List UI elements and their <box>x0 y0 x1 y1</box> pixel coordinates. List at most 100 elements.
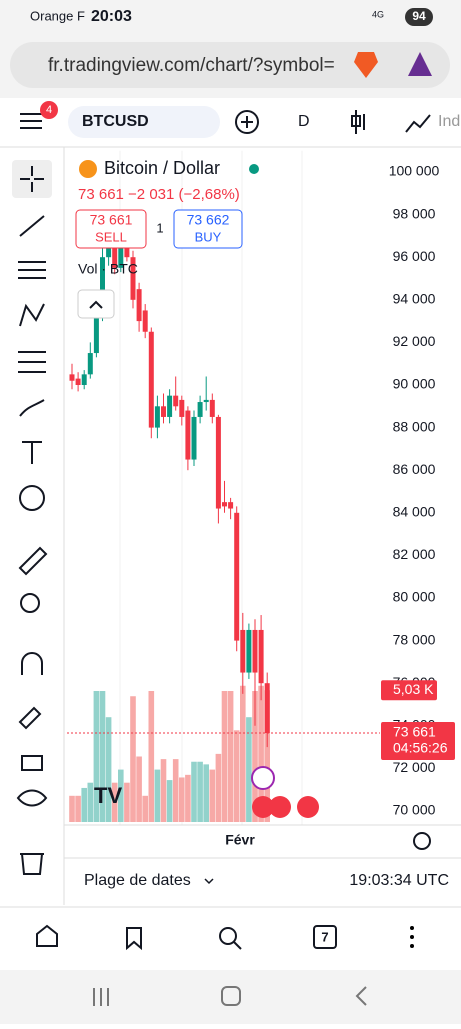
tool-text[interactable] <box>22 441 42 464</box>
sell-button[interactable] <box>75 209 147 249</box>
candle-body <box>246 629 252 673</box>
tool-crosshair[interactable] <box>12 160 52 198</box>
recent-apps[interactable] <box>93 988 109 1006</box>
candle-body <box>142 310 148 332</box>
system-nav <box>0 970 461 1024</box>
price-tag-value: 73 661 <box>393 724 436 740</box>
candle-body <box>136 289 142 322</box>
tool-eye[interactable] <box>16 789 48 807</box>
nav-home[interactable] <box>36 924 58 947</box>
volume-bar <box>166 780 173 822</box>
price-change: 73 661 −2 031 (−2,68%) <box>78 186 240 203</box>
volume-bar <box>258 685 264 822</box>
y-tick-label: 100 000 <box>389 163 440 179</box>
nav-search[interactable] <box>219 927 237 945</box>
brave-icon[interactable] <box>354 52 378 78</box>
settings-icon[interactable] <box>413 832 431 850</box>
y-tick-label: 78 000 <box>393 631 436 647</box>
candle-body <box>258 629 264 684</box>
volume-bar <box>99 691 106 822</box>
buy-label: BUY <box>195 229 222 244</box>
tool-fib[interactable] <box>18 261 46 279</box>
home-button[interactable] <box>221 986 241 1006</box>
candle-body <box>118 240 124 268</box>
x-tick-label: Févr <box>225 832 255 848</box>
url: fr.tradingview.com/chart/?symbol= <box>48 55 335 76</box>
tool-lock[interactable] <box>21 755 43 771</box>
volume-bar <box>246 717 252 822</box>
volume-bar <box>252 691 258 822</box>
candle-body <box>264 683 270 734</box>
candle-body <box>234 512 240 641</box>
tool-zoom[interactable] <box>20 593 40 613</box>
candle-body <box>209 399 215 417</box>
tool-pattern[interactable] <box>19 303 45 327</box>
y-tick-label: 86 000 <box>393 461 436 477</box>
indicators[interactable]: Ind <box>438 113 460 130</box>
candle-body <box>167 395 173 417</box>
volume-bar <box>172 759 179 822</box>
y-tick-label: 88 000 <box>393 418 436 434</box>
sell-label: SELL <box>95 229 127 244</box>
candle-body <box>228 502 234 509</box>
rewards-icon[interactable] <box>408 52 432 76</box>
tool-emoji[interactable] <box>19 485 45 511</box>
menu-icon[interactable] <box>20 113 42 129</box>
volume-bar <box>142 795 148 822</box>
collapse-button[interactable] <box>77 289 115 319</box>
candle-body <box>100 257 105 311</box>
volume-bar <box>93 691 100 822</box>
buy-button[interactable] <box>173 209 243 249</box>
volume-bar <box>75 795 81 822</box>
back-button[interactable] <box>355 986 367 1006</box>
event-flag[interactable] <box>297 796 319 818</box>
candle-body <box>81 374 87 385</box>
candle-body <box>185 410 191 460</box>
volume-bar <box>69 795 75 822</box>
volume-bar <box>87 782 94 822</box>
carrier: Orange F <box>30 8 85 23</box>
ind-icon[interactable] <box>405 114 431 133</box>
network: 4G <box>372 9 384 19</box>
nav-menu[interactable] <box>410 926 414 948</box>
volume-bar <box>185 774 191 822</box>
candle-body <box>75 378 81 385</box>
event-flag[interactable] <box>252 796 274 818</box>
interval[interactable]: D <box>298 113 310 130</box>
volume-tag <box>381 680 437 701</box>
nav-bookmarks[interactable] <box>126 927 142 951</box>
candle-body <box>197 402 203 417</box>
candle-body <box>179 399 185 417</box>
symbol: BTCUSD <box>82 113 149 130</box>
date-range[interactable]: Plage de dates <box>84 872 191 889</box>
instrument-name: Bitcoin / Dollar <box>104 158 220 178</box>
volume-bar <box>197 761 203 822</box>
event-icon[interactable] <box>251 766 275 790</box>
candle-icon[interactable] <box>351 110 365 134</box>
clock: 20:03 <box>91 8 132 25</box>
tool-magnet[interactable] <box>21 652 43 675</box>
badge <box>40 101 58 119</box>
nav-tabs[interactable] <box>313 925 337 949</box>
tool-trash[interactable] <box>20 853 44 875</box>
tool-brush[interactable] <box>19 399 45 417</box>
volume-tag-label: 5,03 K <box>393 681 434 697</box>
tool-ruler[interactable] <box>18 546 48 576</box>
volume-bar <box>124 782 130 822</box>
tool-projection[interactable] <box>18 351 46 373</box>
volume-bar <box>111 782 118 822</box>
tool-line[interactable] <box>19 215 45 237</box>
volume-bar <box>233 730 240 822</box>
add-icon[interactable] <box>235 110 259 134</box>
candle-body <box>130 257 136 300</box>
tool-lock-draw[interactable] <box>18 706 42 730</box>
candle-body <box>69 374 75 381</box>
volume-bar <box>179 777 185 822</box>
symbol-box[interactable] <box>68 106 220 138</box>
volume-bar <box>136 756 142 822</box>
y-tick-label: 90 000 <box>393 376 436 392</box>
candle-body <box>215 416 221 509</box>
event-flag[interactable] <box>269 796 291 818</box>
url-bar[interactable] <box>10 42 450 88</box>
buy-price: 73 662 <box>187 212 230 228</box>
